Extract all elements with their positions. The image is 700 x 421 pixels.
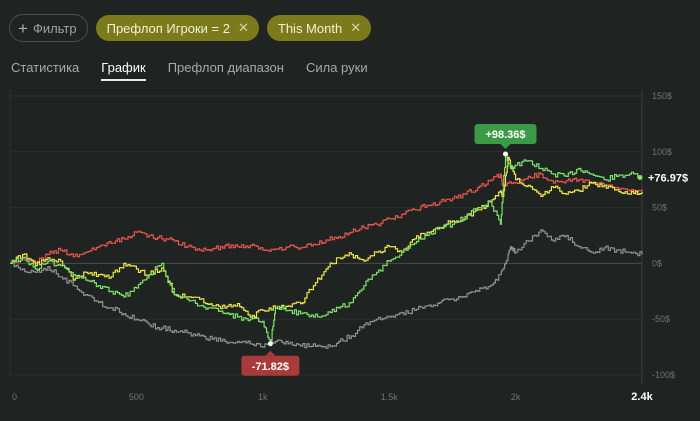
x-axis-ticks: 0 500 1k 1.5k 2k 2.4k <box>12 391 654 403</box>
min-value-label: -71.82$ <box>252 361 289 373</box>
x-tick-label: 1.5k <box>381 392 399 402</box>
y-tick-label: 0$ <box>652 258 662 268</box>
series-line-yellow <box>10 156 643 318</box>
min-annotation: -71.82$ <box>241 341 300 376</box>
add-filter-label: Фильтр <box>32 20 77 36</box>
filter-bar: + Фильтр Префлоп Игроки = 2 ✕ This Month… <box>9 14 372 42</box>
max-annotation: +98.36$ <box>474 124 537 157</box>
tab-bar: Статистика График Префлоп диапазон Сила … <box>11 60 390 81</box>
filter-chip-this-month[interactable]: This Month ✕ <box>266 15 372 41</box>
filter-chip-preflop-players[interactable]: Префлоп Игроки = 2 ✕ <box>95 15 259 41</box>
max-badge <box>474 124 537 145</box>
y-axis-ticks: 150$ 100$ 50$ 0$ -50$ -100$ <box>652 91 675 380</box>
plus-icon: + <box>18 18 28 38</box>
max-point <box>502 151 508 157</box>
x-tick-label: 2k <box>511 392 521 402</box>
profit-chart: 150$ 100$ 50$ 0$ -50$ -100$ 0 500 1k 1.5k 2k 2.4k … <box>0 80 700 421</box>
series-line-red <box>10 172 643 264</box>
add-filter-button[interactable]: + Фильтр <box>9 14 88 42</box>
close-icon[interactable]: ✕ <box>237 20 249 35</box>
filter-chip-label: Префлоп Игроки = 2 <box>106 20 230 36</box>
x-tick-label: 500 <box>129 392 144 402</box>
max-badge-pointer <box>500 144 511 150</box>
filter-chip-label: This Month <box>277 20 343 36</box>
y-tick-label: 50$ <box>652 203 667 213</box>
chart-svg: 150$100$50$0$-50$-100$ 0 500 1k 1.5k 2k 2.4k … <box>9 90 688 403</box>
y-tick-label: 100$ <box>652 147 672 157</box>
chart-series <box>10 153 643 349</box>
end-point <box>637 174 643 180</box>
end-value-label: +76.97$ <box>648 172 688 184</box>
min-badge-pointer <box>265 350 276 356</box>
x-tick-label: 2.4k <box>631 391 653 403</box>
x-tick-label: 1k <box>258 392 268 402</box>
chart-grid <box>9 90 643 385</box>
tab-preflop-range[interactable]: Префлоп диапазон <box>167 60 284 75</box>
x-tick-label: 0 <box>12 392 17 402</box>
y-tick-label: -50$ <box>652 314 670 324</box>
close-icon[interactable]: ✕ <box>350 20 362 35</box>
min-point <box>267 341 273 347</box>
series-line-green <box>10 153 643 345</box>
tab-hand-strength[interactable]: Сила руки <box>305 60 368 75</box>
tab-graph[interactable]: График <box>101 60 146 81</box>
chart-annotations: +98.36$ -71.82$ +76.97$ <box>241 124 688 376</box>
y-tick-label: 150$ <box>652 91 672 101</box>
series-line-gray <box>10 229 643 349</box>
min-badge <box>241 355 300 376</box>
y-tick-label: -100$ <box>652 370 675 380</box>
max-value-label: +98.36$ <box>485 129 525 141</box>
tab-statistics[interactable]: Статистика <box>11 60 80 75</box>
